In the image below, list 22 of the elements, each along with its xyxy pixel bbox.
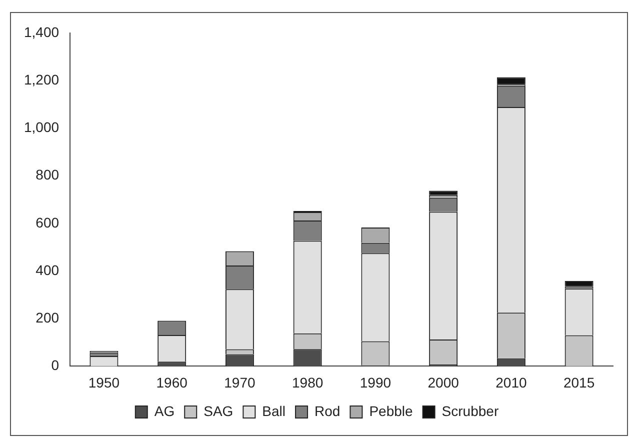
y-tick-label: 1,200 [24,71,60,88]
y-tick-label: 0 [51,357,60,374]
legend-label: AG [154,402,175,419]
x-tick-label: 1960 [156,374,188,390]
y-tick-label: 800 [36,166,60,183]
x-tick-label: 1970 [224,374,256,390]
x-tick-label: 1980 [292,374,324,390]
x-tick-label: 2015 [563,374,595,390]
legend-label: Scrubber [442,402,499,419]
x-tick-label: 1950 [88,374,120,390]
x-tick-label: 1990 [360,374,392,390]
y-tick-label: 1,400 [24,24,60,40]
y-tick-label: 600 [36,214,60,230]
legend-label: SAG [204,402,234,419]
x-tick-label: 2000 [428,374,460,390]
legend-label: Pebble [369,402,414,419]
y-tick-label: 200 [36,309,60,326]
y-tick-label: 1,000 [24,119,60,136]
legend-label: Ball [262,402,286,419]
x-tick-label: 2010 [496,374,527,390]
legend-label: Rod [314,402,340,419]
y-tick-label: 400 [36,262,60,278]
